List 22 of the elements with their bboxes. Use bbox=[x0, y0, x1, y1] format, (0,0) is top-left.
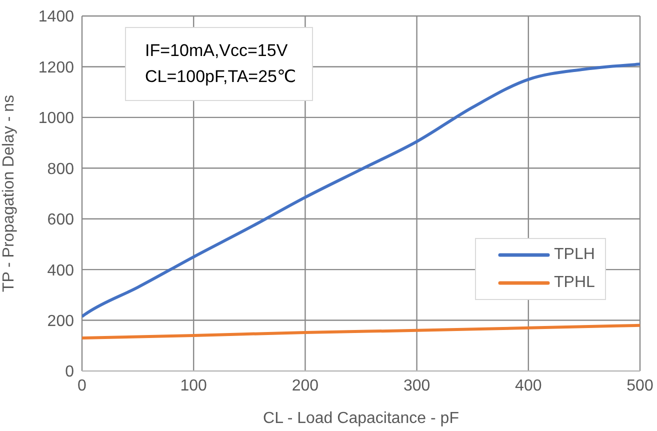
x-tick-label: 0 bbox=[78, 377, 87, 394]
y-tick-label: 800 bbox=[47, 160, 74, 178]
x-tick-label: 200 bbox=[292, 377, 319, 394]
y-tick-label: 0 bbox=[65, 364, 74, 381]
y-axis-title: TP - Propagation Delay - ns bbox=[0, 94, 18, 292]
x-tick-label: 100 bbox=[180, 377, 208, 394]
y-tick-label: 400 bbox=[47, 262, 74, 280]
y-tick-label: 1400 bbox=[38, 8, 74, 26]
y-tick-label: 600 bbox=[47, 212, 74, 229]
line-series bbox=[82, 324, 640, 340]
x-axis-title: CL - Load Capacitance - pF bbox=[263, 410, 460, 427]
y-tick-label: 1200 bbox=[38, 59, 74, 76]
legend-label: TPHL bbox=[554, 274, 595, 292]
x-tick-label: 400 bbox=[515, 377, 542, 394]
x-tick-label: 500 bbox=[626, 377, 654, 394]
line-series bbox=[82, 62, 640, 318]
x-tick-label: 300 bbox=[403, 377, 430, 394]
annotation: CL=100pF,TA=25℃ bbox=[145, 66, 296, 88]
legend-label: TPLH bbox=[554, 246, 595, 264]
annotation: IF=10mA,Vcc=15V bbox=[145, 40, 289, 62]
y-tick-label: 1000 bbox=[38, 110, 74, 128]
y-tick-label: 200 bbox=[47, 312, 74, 330]
